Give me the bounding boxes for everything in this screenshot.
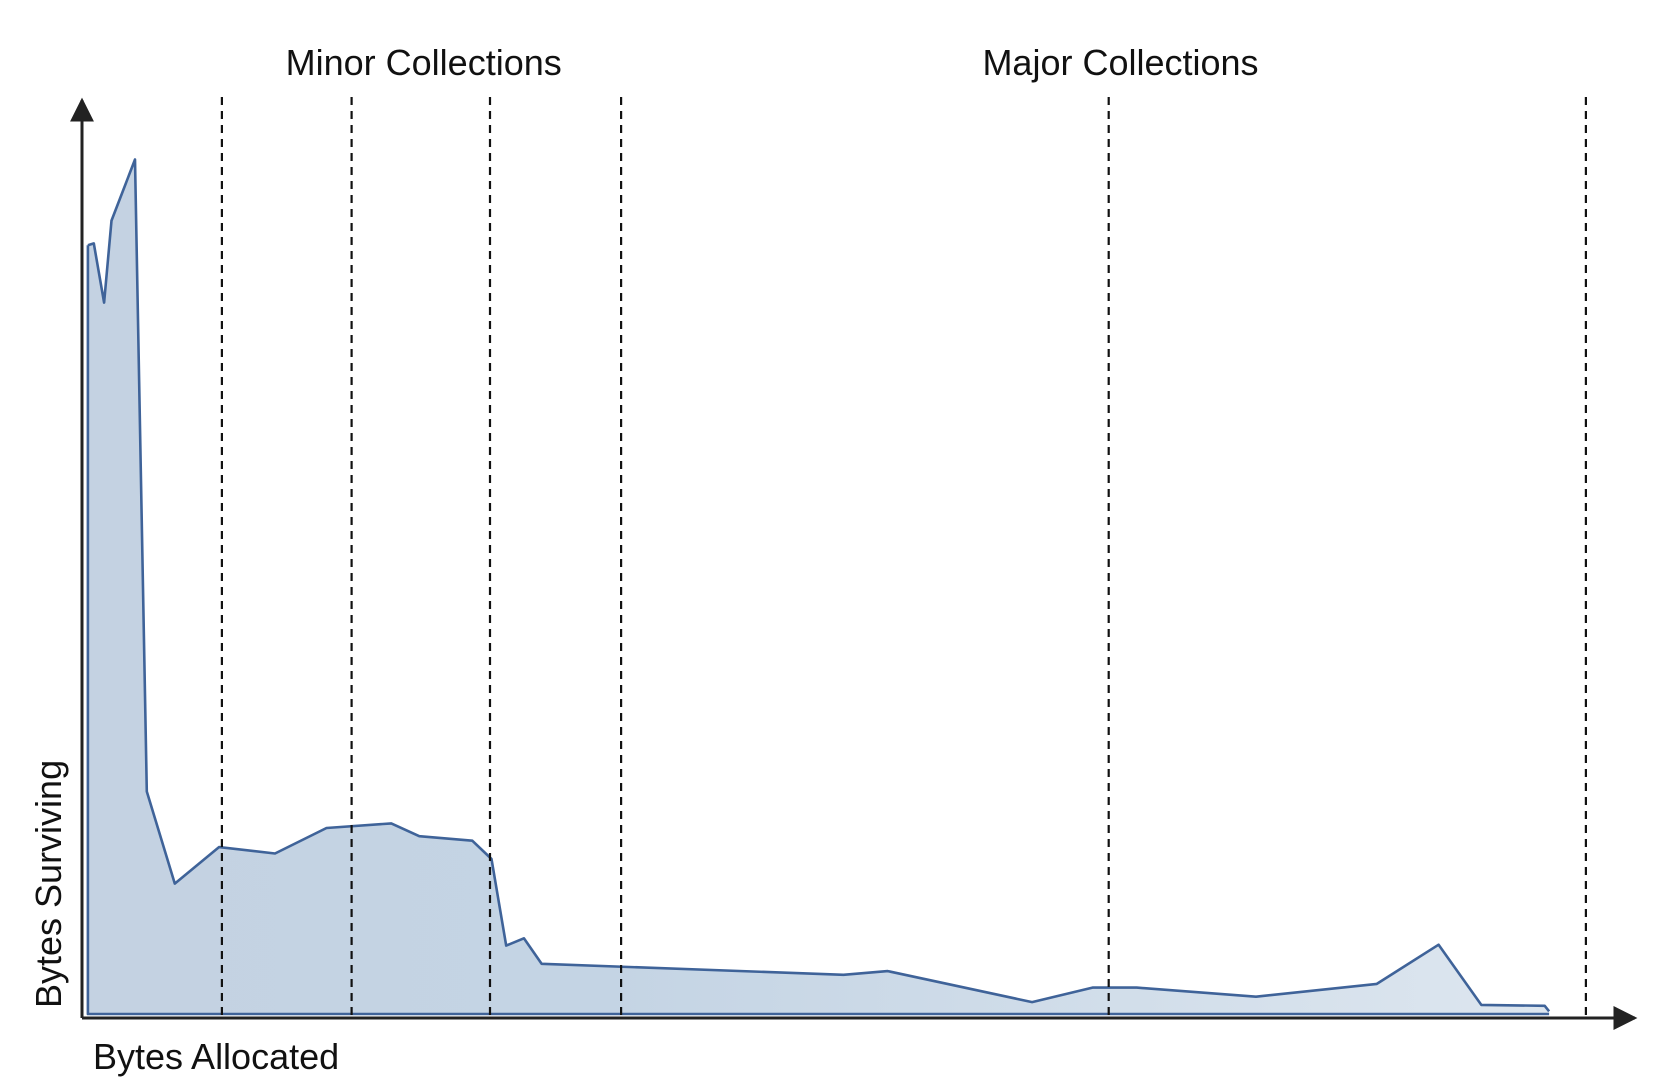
- series-baseline-0: [86, 245, 1550, 1016]
- series-line-0: [87, 158, 1551, 1013]
- area-series: [86, 158, 1551, 1016]
- region-label-0: Minor Collections: [286, 42, 562, 83]
- y-axis-label: Bytes Surviving: [28, 760, 69, 1008]
- area-fill-series-0: [87, 159, 1550, 1014]
- x-axis-label: Bytes Allocated: [93, 1036, 339, 1077]
- region-labels: Minor Collections Major Collections: [286, 42, 1259, 83]
- region-label-1: Major Collections: [982, 42, 1258, 83]
